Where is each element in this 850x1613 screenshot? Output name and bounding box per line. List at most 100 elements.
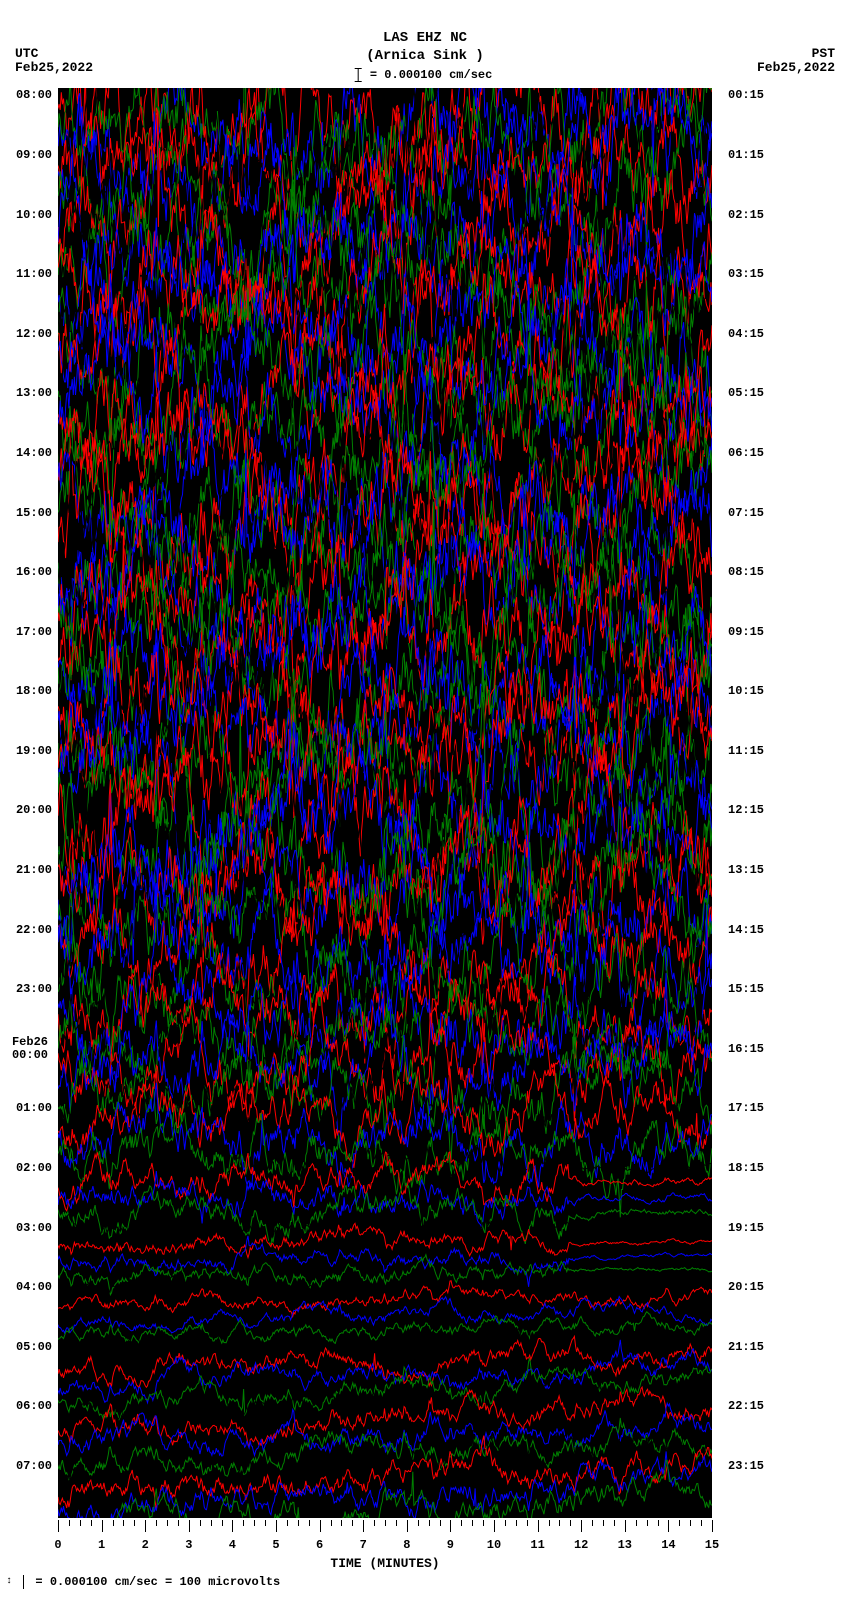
y-tick-left: 07:00 [16,1459,52,1473]
x-tick-minor [429,1520,430,1526]
x-tick-major [494,1520,495,1532]
x-tick-label: 14 [661,1538,675,1552]
waveform-canvas [58,88,712,1518]
date-right: Feb25,2022 [757,60,835,75]
x-tick-minor [156,1520,157,1526]
footer-scale: ↕ = 0.000100 cm/sec = 100 microvolts [6,1575,280,1589]
x-tick-label: 6 [316,1538,323,1552]
y-tick-left: 03:00 [16,1221,52,1235]
footer-text: = 0.000100 cm/sec = 100 microvolts [35,1575,280,1589]
x-tick-minor [113,1520,114,1526]
y-tick-left: 10:00 [16,208,52,222]
x-tick-label: 1 [98,1538,105,1552]
x-tick-minor [418,1520,419,1526]
y-tick-right: 01:15 [728,148,764,162]
x-axis-label: TIME (MINUTES) [330,1556,439,1571]
x-tick-minor [309,1520,310,1526]
y-tick-right: 09:15 [728,625,764,639]
y-tick-left: 05:00 [16,1340,52,1354]
x-tick-minor [352,1520,353,1526]
x-tick-label: 2 [142,1538,149,1552]
x-tick-minor [461,1520,462,1526]
x-tick-minor [167,1520,168,1526]
timezone-right: PST [812,46,835,61]
x-tick-label: 15 [705,1538,719,1552]
footer-bar-icon [23,1575,24,1589]
x-tick-label: 13 [618,1538,632,1552]
y-tick-left: 23:00 [16,982,52,996]
y-tick-left: 09:00 [16,148,52,162]
x-tick-minor [287,1520,288,1526]
y-tick-right: 19:15 [728,1221,764,1235]
x-tick-minor [331,1520,332,1526]
y-tick-right: 18:15 [728,1161,764,1175]
scale-bar-icon [358,68,359,82]
y-tick-left: 08:00 [16,88,52,102]
y-tick-right: 13:15 [728,863,764,877]
y-tick-right: 06:15 [728,446,764,460]
y-tick-left: 14:00 [16,446,52,460]
y-tick-left: 21:00 [16,863,52,877]
seismogram-plot [58,88,712,1518]
y-tick-right: 12:15 [728,803,764,817]
x-tick-minor [396,1520,397,1526]
y-tick-left: 04:00 [16,1280,52,1294]
x-tick-minor [69,1520,70,1526]
y-tick-left: 06:00 [16,1399,52,1413]
x-tick-label: 0 [54,1538,61,1552]
y-tick-right: 11:15 [728,744,764,758]
scale-indicator: = 0.000100 cm/sec [358,68,493,82]
y-axis-left: 08:0009:0010:0011:0012:0013:0014:0015:00… [0,88,56,1518]
x-tick-minor [80,1520,81,1526]
x-tick-minor [647,1520,648,1526]
x-tick-major [276,1520,277,1532]
y-tick-left: 15:00 [16,506,52,520]
x-tick-major [668,1520,669,1532]
station-subtitle: (Arnica Sink ) [0,48,850,64]
x-tick-minor [222,1520,223,1526]
x-tick-minor [265,1520,266,1526]
x-tick-label: 8 [403,1538,410,1552]
x-tick-major [320,1520,321,1532]
y-tick-right: 16:15 [728,1042,764,1056]
y-tick-left: 19:00 [16,744,52,758]
x-tick-minor [603,1520,604,1526]
x-tick-minor [483,1520,484,1526]
x-tick-minor [527,1520,528,1526]
y-tick-left: 01:00 [16,1101,52,1115]
y-tick-right: 22:15 [728,1399,764,1413]
x-axis: TIME (MINUTES) 0123456789101112131415 [58,1520,712,1580]
y-tick-right: 03:15 [728,267,764,281]
y-tick-right: 08:15 [728,565,764,579]
x-tick-minor [134,1520,135,1526]
y-tick-left: 22:00 [16,923,52,937]
x-tick-minor [374,1520,375,1526]
x-tick-minor [254,1520,255,1526]
x-tick-minor [549,1520,550,1526]
y-tick-right: 07:15 [728,506,764,520]
x-tick-major [625,1520,626,1532]
date-left: Feb25,2022 [15,60,93,75]
x-tick-minor [298,1520,299,1526]
y-tick-left: 17:00 [16,625,52,639]
x-tick-label: 9 [447,1538,454,1552]
x-tick-minor [123,1520,124,1526]
y-tick-right: 04:15 [728,327,764,341]
x-tick-label: 3 [185,1538,192,1552]
x-tick-major [581,1520,582,1532]
x-tick-label: 5 [272,1538,279,1552]
station-title: LAS EHZ NC [0,30,850,46]
y-tick-right: 00:15 [728,88,764,102]
scale-text: = 0.000100 cm/sec [370,68,492,82]
x-tick-major [232,1520,233,1532]
x-tick-minor [211,1520,212,1526]
x-tick-major [363,1520,364,1532]
y-axis-right: 00:1501:1502:1503:1504:1505:1506:1507:15… [722,88,850,1518]
x-tick-minor [592,1520,593,1526]
x-tick-minor [505,1520,506,1526]
y-tick-left: 20:00 [16,803,52,817]
y-tick-right: 23:15 [728,1459,764,1473]
x-tick-major [450,1520,451,1532]
x-tick-major [58,1520,59,1532]
y-tick-left: 11:00 [16,267,52,281]
